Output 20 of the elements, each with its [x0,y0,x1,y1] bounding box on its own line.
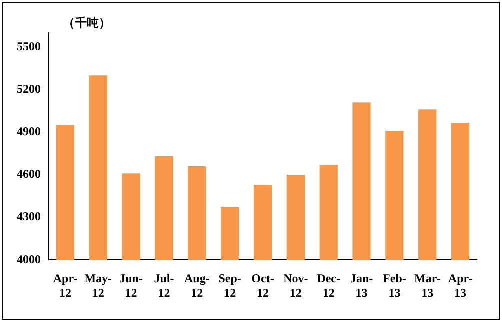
y-tick-label: 4900 [17,124,41,138]
x-tick-label: Sep-12 [218,271,242,300]
y-tick-label: 5200 [17,82,41,96]
y-tick-label: 4000 [17,252,41,266]
x-tick-label: Oct-12 [252,271,274,300]
x-tick-label: Jul-12 [154,271,174,300]
y-axis-title: （千吨） [63,15,111,32]
x-tick-label: May-12 [84,271,112,300]
x-tick-label: Feb-13 [383,271,406,300]
x-tick-label: Aug-12 [184,271,210,300]
y-tick-label: 4600 [17,167,41,182]
x-tick-label: Nov-12 [284,271,308,300]
y-tick-label: 4300 [17,210,41,224]
x-tick-label: Dec-12 [317,271,341,300]
x-tick-label: Apr-13 [448,271,473,300]
x-tick-label: Apr-12 [53,271,78,300]
y-tick-label: 5500 [17,39,41,54]
x-tick-label: Mar-13 [414,271,441,300]
x-tick-label: Jun-12 [120,271,143,300]
x-tick-label: Jan-13 [350,271,374,300]
